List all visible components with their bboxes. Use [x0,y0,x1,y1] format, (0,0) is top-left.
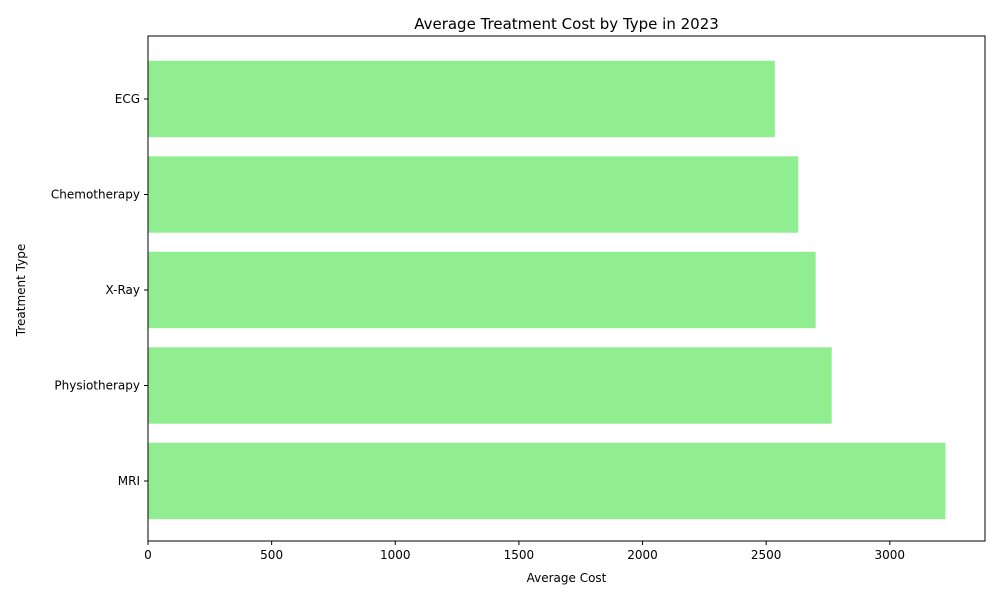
y-tick-label-x-ray: X-Ray [106,283,140,297]
bars-group [148,60,946,520]
bar-physiotherapy [148,347,832,424]
y-axis-ticks: MRI Physiotherapy X-Ray Chemotherapy ECG [51,92,148,488]
y-axis-label: Treatment Type [14,244,28,337]
bar-ecg [148,60,775,138]
y-tick-label-physiotherapy: Physiotherapy [54,379,140,393]
x-tick-label-3000: 3000 [875,548,906,562]
x-tick-label-2000: 2000 [627,548,658,562]
x-tick-label-1000: 1000 [380,548,411,562]
x-tick-label-0: 0 [144,548,152,562]
bar-mri [148,442,946,520]
chart-title: Average Treatment Cost by Type in 2023 [414,15,719,33]
x-axis-ticks: 0 500 1000 1500 2000 2500 3000 [144,541,905,562]
x-tick-label-1500: 1500 [504,548,535,562]
bar-chemotherapy [148,156,799,233]
x-tick-label-2500: 2500 [751,548,782,562]
y-tick-label-chemotherapy: Chemotherapy [51,188,140,202]
plot-frame [147,35,986,542]
x-tick-label-500: 500 [260,548,283,562]
y-tick-label-ecg: ECG [115,92,140,106]
bar-x-ray [148,251,816,329]
y-tick-label-mri: MRI [118,474,140,488]
x-axis-label: Average Cost [527,571,607,585]
